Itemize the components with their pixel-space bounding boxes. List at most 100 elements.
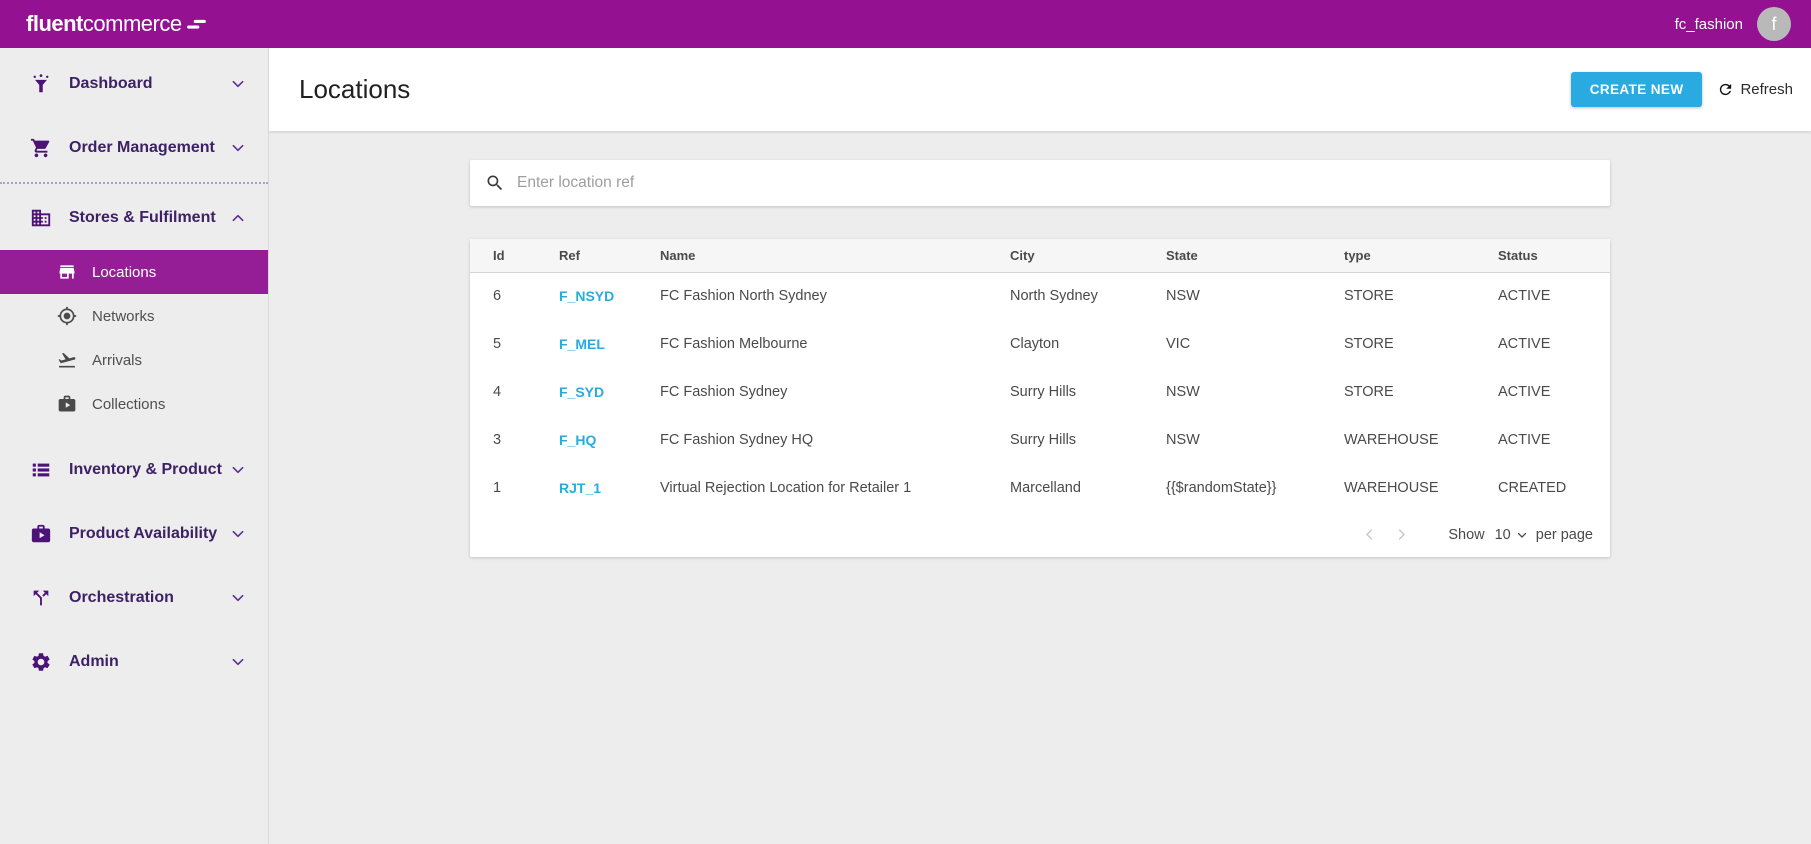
- page-header: Locations CREATE NEW Refresh: [269, 48, 1811, 131]
- cell-type: WAREHOUSE: [1344, 480, 1439, 496]
- cell-status: ACTIVE: [1498, 384, 1551, 400]
- next-page-button[interactable]: [1390, 524, 1412, 546]
- page-size-value: 10: [1494, 526, 1511, 543]
- sidebar-item-label: Orchestration: [69, 589, 174, 606]
- briefcase-play-icon: [30, 523, 52, 545]
- account-name: fc_fashion: [1674, 15, 1743, 33]
- briefcase-play-icon: [57, 394, 77, 414]
- cell-type: STORE: [1344, 336, 1394, 352]
- cell-name: FC Fashion Melbourne: [660, 336, 808, 352]
- chevron-down-icon: [1516, 529, 1528, 541]
- cell-id: 4: [493, 384, 502, 400]
- sidebar-item-orchestration[interactable]: Orchestration: [0, 566, 268, 630]
- refresh-icon: [1717, 81, 1734, 98]
- sidebar-item-inventory-product[interactable]: Inventory & Product: [0, 438, 268, 502]
- cell-city: Surry Hills: [1010, 384, 1077, 400]
- sidebar-item-admin[interactable]: Admin: [0, 630, 268, 694]
- location-ref-link[interactable]: F_MEL: [559, 335, 605, 352]
- avatar[interactable]: f: [1757, 7, 1791, 41]
- table-row: 1 RJT_1 Virtual Rejection Location for Ret…: [470, 464, 1610, 512]
- refresh-label: Refresh: [1740, 81, 1793, 98]
- cell-id: 3: [493, 432, 502, 448]
- cell-type: STORE: [1344, 288, 1394, 305]
- column-header-ref: Ref: [559, 239, 660, 273]
- sidebar-item-label: Networks: [92, 307, 155, 325]
- location-ref-link[interactable]: F_HQ: [559, 431, 597, 448]
- cell-city: North Sydney: [1010, 288, 1098, 305]
- sidebar-nav: Dashboard Order Management Stores & Fulfil…: [0, 48, 269, 844]
- sidebar-item-label: Dashboard: [69, 75, 153, 92]
- chevron-down-icon: [230, 590, 246, 606]
- sidebar-item-label: Inventory & Product: [69, 461, 222, 478]
- page-size-select[interactable]: 10: [1495, 527, 1528, 543]
- cell-type: WAREHOUSE: [1344, 432, 1439, 448]
- column-header-status: Status: [1498, 239, 1610, 273]
- sidebar-item-product-availability[interactable]: Product Availability: [0, 502, 268, 566]
- brand-logo-light: commerce: [82, 11, 182, 36]
- brand-logo-bold: fluent: [26, 11, 83, 36]
- dashboard-icon: [30, 73, 52, 95]
- cell-ref: F_MEL: [559, 320, 660, 368]
- cell-ref: F_HQ: [559, 416, 660, 464]
- cell-city: Surry Hills: [1010, 432, 1077, 448]
- chevron-down-icon: [230, 526, 246, 542]
- table-row: 6 F_NSYD FC Fashion North Sydney North Sydn…: [470, 272, 1610, 320]
- previous-page-button[interactable]: [1358, 524, 1380, 546]
- sidebar-item-label: Stores & Fulfilment: [69, 209, 216, 226]
- chevron-up-icon: [230, 210, 246, 226]
- sidebar-item-arrivals[interactable]: Arrivals: [0, 338, 268, 382]
- cell-city: Marcelland: [1010, 480, 1081, 496]
- cell-name: FC Fashion Sydney HQ: [660, 432, 814, 448]
- search-input[interactable]: [517, 174, 1595, 192]
- cell-name: FC Fashion Sydney: [660, 384, 788, 400]
- search-bar: [470, 160, 1610, 206]
- sidebar-item-dashboard[interactable]: Dashboard: [0, 52, 268, 116]
- chevron-down-icon: [230, 654, 246, 670]
- table-header-row: Id Ref Name City State type Status: [470, 239, 1610, 273]
- cell-state: NSW: [1166, 288, 1200, 305]
- building-icon: [30, 207, 52, 229]
- cell-state: VIC: [1166, 336, 1191, 352]
- sidebar-item-label: Arrivals: [92, 351, 143, 369]
- sidebar-item-networks[interactable]: Networks: [0, 294, 268, 338]
- location-ref-link[interactable]: RJT_1: [559, 479, 602, 496]
- cell-id: 5: [493, 336, 502, 352]
- cell-status: ACTIVE: [1498, 432, 1551, 448]
- locations-table-card: Id Ref Name City State type Status 6 F_NSYD FC F…: [470, 239, 1610, 557]
- sidebar-item-locations[interactable]: Locations: [0, 250, 268, 294]
- split-icon: [30, 587, 52, 609]
- locations-table: Id Ref Name City State type Status 6 F_NSYD FC F…: [470, 239, 1610, 512]
- store-icon: [57, 262, 77, 282]
- sidebar-item-order-management[interactable]: Order Management: [0, 116, 268, 180]
- sidebar-item-label: Order Management: [69, 139, 215, 156]
- plane-landing-icon: [57, 350, 77, 370]
- sidebar-item-stores-fulfilment[interactable]: Stores & Fulfilment: [0, 186, 268, 250]
- sidebar-item-collections[interactable]: Collections: [0, 382, 268, 426]
- sidebar-item-label: Admin: [69, 653, 119, 670]
- page-title: Locations: [299, 74, 411, 104]
- location-ref-link[interactable]: F_NSYD: [559, 287, 615, 304]
- column-header-name: Name: [660, 239, 1010, 273]
- sidebar-item-label: Product Availability: [69, 525, 218, 542]
- create-new-button[interactable]: CREATE NEW: [1570, 72, 1703, 107]
- chevron-down-icon: [230, 140, 246, 156]
- column-header-id: Id: [470, 239, 559, 273]
- cell-ref: RJT_1: [559, 464, 660, 512]
- cell-status: ACTIVE: [1498, 336, 1551, 352]
- cell-id: 1: [493, 480, 502, 496]
- refresh-button[interactable]: Refresh: [1717, 81, 1793, 98]
- logo-bars-icon: [186, 17, 207, 32]
- cell-id: 6: [493, 288, 502, 305]
- target-icon: [57, 306, 77, 326]
- table-row: 5 F_MEL FC Fashion Melbourne Clayton VIC STOR…: [470, 320, 1610, 368]
- cell-state: NSW: [1166, 384, 1200, 400]
- brand-logo[interactable]: fluent commerce: [26, 11, 207, 37]
- show-label: Show: [1448, 526, 1485, 543]
- chevron-right-icon: [1394, 527, 1409, 542]
- chevron-down-icon: [230, 462, 246, 478]
- location-ref-link[interactable]: F_SYD: [559, 383, 605, 400]
- chevron-left-icon: [1362, 527, 1377, 542]
- cart-icon: [30, 137, 52, 159]
